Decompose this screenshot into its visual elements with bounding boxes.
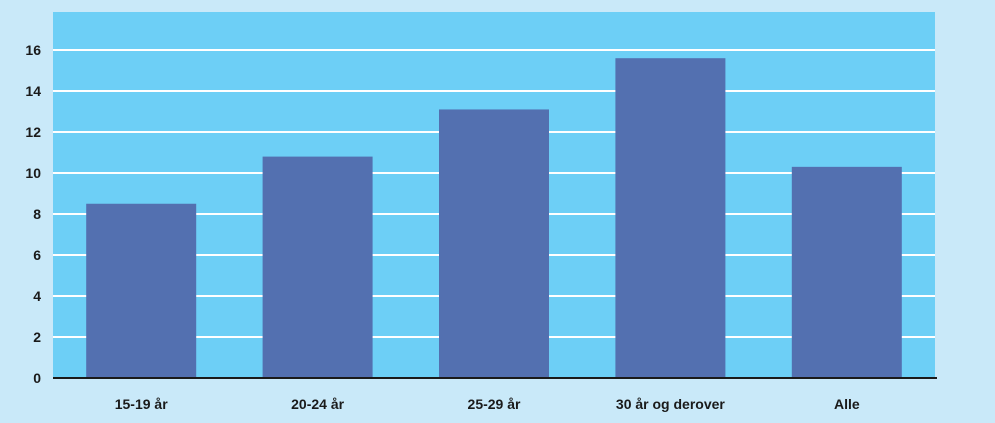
x-tick-labels: 15-19 år 20-24 år 25-29 år 30 år og derover…: [115, 396, 860, 412]
y-tick-label: 0: [33, 370, 41, 386]
x-tick-label: Alle: [834, 396, 860, 412]
y-tick-label: 16: [25, 42, 41, 58]
x-tick-label: 15-19 år: [115, 396, 168, 412]
y-tick-label: 4: [33, 288, 41, 304]
y-tick-label: 10: [25, 165, 41, 181]
bar: [615, 58, 726, 378]
bar: [791, 166, 902, 378]
y-tick-label: 14: [25, 83, 41, 99]
x-tick-label: 20-24 år: [291, 396, 344, 412]
y-tick-label: 12: [25, 124, 41, 140]
y-tick-label: 8: [33, 206, 41, 222]
y-tick-label: 6: [33, 247, 41, 263]
y-tick-labels: 0 2 4 6 8 10 12 14 16: [25, 42, 41, 386]
y-tick-label: 2: [33, 329, 41, 345]
bar: [86, 203, 197, 378]
x-tick-label: 30 år og derover: [616, 396, 725, 412]
bar: [262, 156, 373, 378]
bar: [439, 109, 549, 378]
x-tick-label: 25-29 år: [468, 396, 521, 412]
bars: [86, 58, 902, 378]
